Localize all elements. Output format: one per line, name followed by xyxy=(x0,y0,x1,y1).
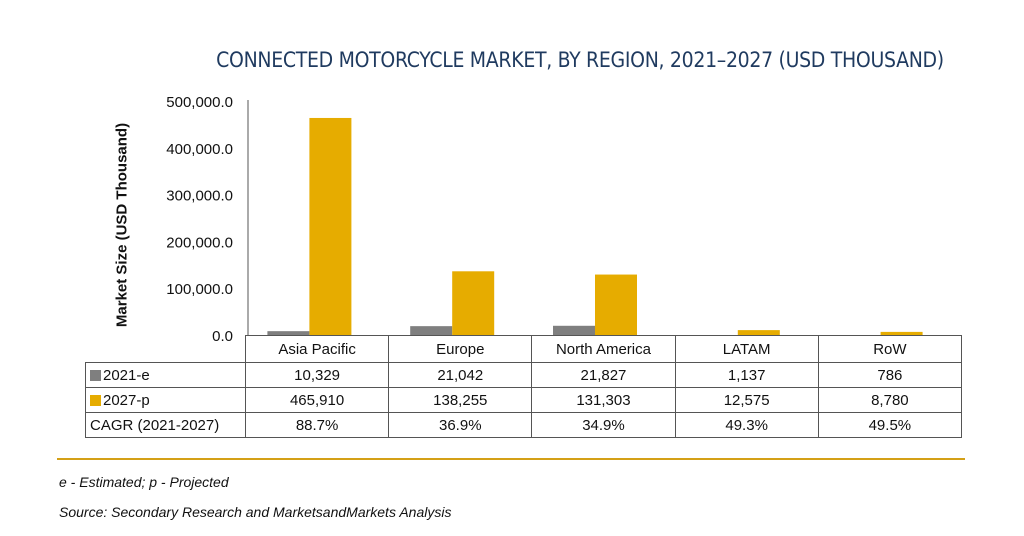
table-row-2021: 2021-e 10,329 21,042 21,827 1,137 786 xyxy=(85,362,963,388)
bar-2027-europe xyxy=(452,271,495,336)
data-label: 138,255 xyxy=(388,387,533,413)
y-tick-label: 300,000.0 xyxy=(166,188,233,205)
category-label: Asia Pacific xyxy=(244,335,390,363)
data-label: 8,780 xyxy=(817,387,963,413)
table-row-2027: 2027-p 465,910 138,255 131,303 12,575 8,… xyxy=(85,387,963,413)
y-tick-label: 200,000.0 xyxy=(166,234,233,251)
footer-divider xyxy=(57,458,965,460)
bar-2027-latam xyxy=(737,330,780,336)
table-corner xyxy=(85,335,246,363)
data-label: 12,575 xyxy=(674,387,819,413)
legend-swatch-2027 xyxy=(90,394,101,406)
cagr-value: 36.9% xyxy=(388,412,533,438)
data-label: 10,329 xyxy=(244,362,390,388)
legend-entry-2027: 2027-p xyxy=(85,387,246,413)
data-label: 21,827 xyxy=(531,362,676,388)
table-row-cagr: CAGR (2021-2027) 88.7% 36.9% 34.9% 49.3%… xyxy=(85,412,963,438)
series-name: 2027-p xyxy=(103,391,150,409)
chart-title: CONNECTED MOTORCYCLE MARKET, BY REGION, … xyxy=(216,48,944,72)
bar-2021-asia-pacific xyxy=(267,331,310,336)
legend-swatch-2021 xyxy=(90,369,101,381)
cagr-value: 34.9% xyxy=(531,412,676,438)
data-label: 465,910 xyxy=(244,387,390,413)
data-table: Asia Pacific Europe North America LATAM … xyxy=(85,335,963,438)
category-label: North America xyxy=(531,335,676,363)
bar-2027-row xyxy=(880,331,923,336)
cagr-label: CAGR (2021-2027) xyxy=(85,412,246,438)
data-label: 21,042 xyxy=(388,362,533,388)
bar-2021-north-america xyxy=(553,325,595,336)
category-label: LATAM xyxy=(674,335,819,363)
cagr-value: 49.3% xyxy=(674,412,819,438)
y-tick-label: 400,000.0 xyxy=(166,141,233,158)
cagr-value: 49.5% xyxy=(817,412,963,438)
y-tick-label: 100,000.0 xyxy=(166,281,233,298)
abbreviation-note: e - Estimated; p - Projected xyxy=(59,474,229,490)
series-name: 2021-e xyxy=(103,366,150,384)
table-header-row: Asia Pacific Europe North America LATAM … xyxy=(85,335,963,363)
category-label: Europe xyxy=(388,335,533,363)
bar-2027-asia-pacific xyxy=(309,117,352,336)
cagr-value: 88.7% xyxy=(244,412,390,438)
data-label: 786 xyxy=(817,362,963,388)
y-tick-label: 500,000.0 xyxy=(166,94,233,111)
data-label: 1,137 xyxy=(674,362,819,388)
data-label: 131,303 xyxy=(531,387,676,413)
legend-entry-2021: 2021-e xyxy=(85,362,246,388)
source-note: Source: Secondary Research and Marketsan… xyxy=(59,504,452,520)
bar-2021-europe xyxy=(410,326,453,336)
bar-2027-north-america xyxy=(595,274,637,336)
category-label: RoW xyxy=(817,335,963,363)
